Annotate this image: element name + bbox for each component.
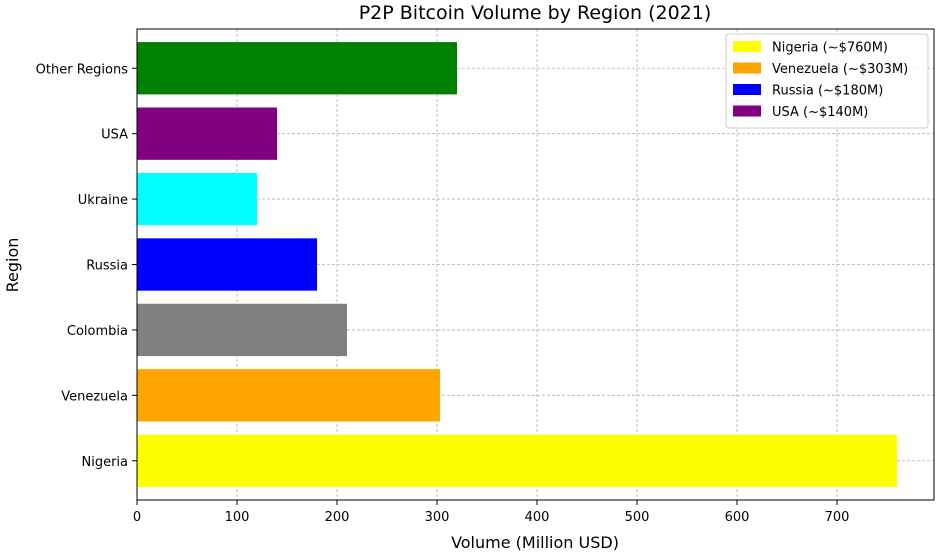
y-tick-label: Russia [86,259,128,274]
y-tick-label: Other Regions [36,62,129,77]
legend-label: Nigeria (~$760M) [772,41,888,56]
x-tick-label: 700 [825,510,850,525]
legend-label: Russia (~$180M) [772,84,883,99]
legend-swatch [733,41,761,52]
x-tick-label: 400 [525,510,550,525]
legend-swatch [733,62,761,74]
bars [137,42,897,487]
y-tick-label: USA [101,128,128,143]
y-tick-label: Colombia [67,324,128,339]
bar-russia [137,238,317,291]
y-tick-label: Nigeria [81,455,128,470]
x-tick-label: 300 [425,510,450,525]
bar-venezuela [137,369,440,422]
x-tick-label: 100 [225,510,250,525]
legend-label: Venezuela (~$303M) [772,62,908,77]
legend-swatch [733,105,761,117]
bar-usa [137,107,277,160]
bar-nigeria [137,434,897,487]
x-tick-label: 500 [625,510,650,525]
legend-frame [725,33,929,129]
y-tick-label: Venezuela [61,389,128,404]
legend-swatch [733,84,761,95]
legend-label: USA (~$140M) [772,105,868,120]
x-axis-ticks: 0 100 200 300 400 500 600 700 [133,500,850,525]
x-tick-label: 600 [725,510,750,525]
y-tick-label: Ukraine [78,193,128,208]
chart-title: P2P Bitcoin Volume by Region (2021) [359,2,712,24]
x-tick-label: 200 [325,510,350,525]
x-tick-label: 0 [133,510,141,525]
y-axis-ticks: Nigeria Venezuela Colombia Russia Ukraine USA… [36,62,137,470]
bar-colombia [137,303,347,357]
legend: Nigeria (~$760M) Venezuela (~$303M) Russia… [725,33,929,129]
bar-other-regions [137,42,457,95]
y-axis-label: Region [3,238,22,293]
x-axis-label: Volume (Million USD) [451,533,619,552]
bar-ukraine [137,172,257,226]
